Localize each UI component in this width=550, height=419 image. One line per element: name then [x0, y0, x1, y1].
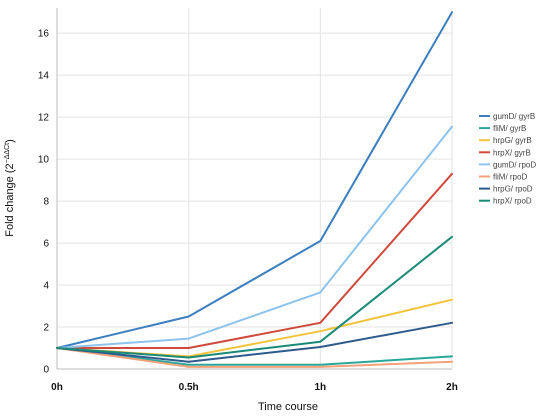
- series-line-2: [56, 347, 453, 366]
- series-line-7: [56, 321, 453, 363]
- x-tick-label: 2h: [446, 382, 458, 393]
- series-line-8: [56, 235, 453, 359]
- legend-label: hrpX/ rpoD: [493, 197, 532, 206]
- series-line-1: [56, 11, 453, 349]
- grid-layer: [56, 8, 453, 370]
- legend: gumD/ gyrB fliM/ gyrB hrpG/ gyrB hrpX/ gyrB…: [479, 112, 536, 206]
- legend-label: fliM/ rpoD: [493, 173, 527, 182]
- x-tick-label: 1h: [314, 382, 326, 393]
- x-tick-label: 0.5h: [179, 382, 199, 393]
- legend-label: gumD/ gyrB: [493, 112, 535, 121]
- series-line-5: [56, 125, 453, 349]
- y-tick-label: 14: [38, 71, 50, 82]
- y-axis-title-superscript: −ΔΔCt: [4, 143, 11, 163]
- y-tick-label: 8: [43, 197, 49, 208]
- series-layer: [56, 11, 453, 368]
- y-tick-label: 0: [43, 365, 49, 376]
- y-tick-label: 10: [38, 155, 50, 166]
- legend-label: gumD/ rpoD: [493, 160, 536, 169]
- x-tick-label: 0h: [51, 382, 63, 393]
- x-axis-title: Time course: [258, 401, 318, 413]
- y-axis-title-suffix: ): [4, 139, 16, 143]
- y-axis-title-main: Fold change (2: [4, 163, 16, 236]
- series-line-6: [56, 347, 453, 368]
- legend-label: hrpG/ gyrB: [493, 136, 532, 145]
- y-tick-label: 6: [43, 239, 49, 250]
- y-tick-label: 2: [43, 323, 49, 334]
- y-tick-label: 12: [38, 113, 50, 124]
- legend-label: hrpX/ gyrB: [493, 148, 531, 157]
- y-tick-label: 4: [43, 281, 49, 292]
- y-tick-label: 16: [38, 29, 50, 40]
- series-line-4: [56, 172, 453, 349]
- axis-layer: 0 2 4 6 8 10 12 14 16 0h 0.5h 1h 2h: [38, 29, 458, 393]
- y-axis-title: Fold change (2−ΔΔCt): [4, 139, 16, 237]
- legend-label: hrpG/ rpoD: [493, 185, 533, 194]
- legend-label: fliM/ gyrB: [493, 124, 526, 133]
